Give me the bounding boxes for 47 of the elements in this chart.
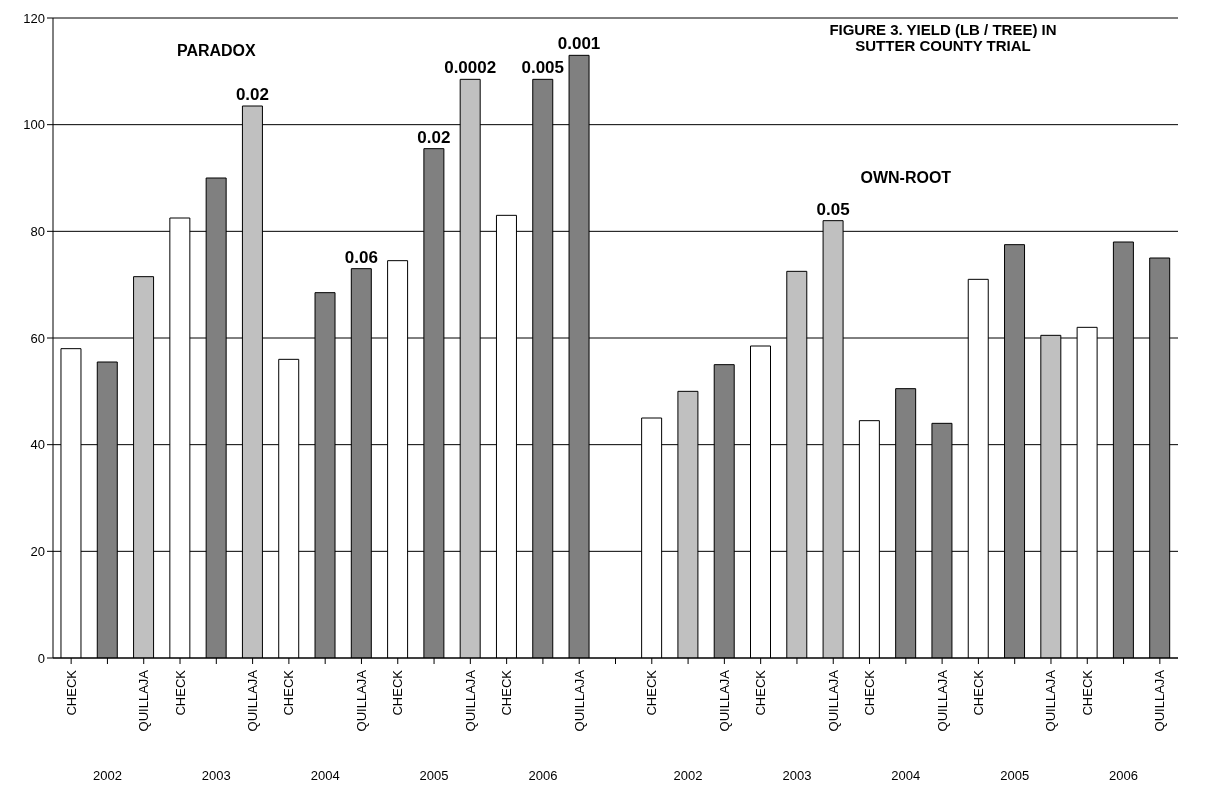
annotation: 0.02: [417, 127, 451, 147]
x-tick-label: QUILLAJA: [934, 669, 950, 732]
x-tick-label: CHECK: [172, 669, 188, 716]
annotation: 0.0002: [444, 58, 497, 78]
x-tick-label: CHECK: [499, 669, 515, 716]
y-tick-label: 120: [23, 10, 45, 26]
x-tick-label: QUILLAJA: [825, 669, 841, 732]
text: 2004: [891, 768, 921, 783]
y-tick-label: 80: [30, 223, 45, 239]
x-tick-label: CHECK: [281, 669, 297, 716]
x-tick-label: QUILLAJA: [571, 669, 587, 732]
x-tick-label: CHECK: [753, 669, 769, 716]
annotation: 0.05: [816, 199, 850, 219]
x-tick-label: CHECK: [644, 669, 660, 716]
x-tick-label: CHECK: [63, 669, 79, 716]
text: 2002: [673, 768, 703, 783]
x-tick-label: QUILLAJA: [136, 669, 152, 732]
annotation: 0.001: [557, 34, 601, 54]
text: 2002: [92, 768, 122, 783]
y-tick-label: 0: [37, 650, 45, 666]
x-tick-label: QUILLAJA: [462, 669, 478, 732]
x-tick-label: CHECK: [1079, 669, 1095, 716]
text: 2004: [310, 768, 340, 783]
y-tick-label: 60: [30, 330, 45, 346]
x-tick-label: QUILLAJA: [716, 669, 732, 732]
x-tick-label: CHECK: [862, 669, 878, 716]
x-tick-label: QUILLAJA: [245, 669, 261, 732]
annotation: 0.005: [521, 58, 565, 78]
text: 2006: [528, 768, 558, 783]
text: 2006: [1109, 768, 1139, 783]
annotation: PARADOX: [176, 42, 257, 59]
text: FIGURE 3. YIELD (LB / TREE) IN SUTTER COUNTY TRIAL: [828, 21, 1058, 54]
annotation: 0.06: [344, 247, 378, 267]
x-tick-label: CHECK: [970, 669, 986, 716]
x-tick-label: QUILLAJA: [1043, 669, 1059, 732]
text: 2005: [419, 768, 449, 783]
text: 2003: [782, 768, 812, 783]
y-tick-label: 100: [23, 117, 45, 133]
y-tick-label: 40: [30, 437, 45, 453]
annotation: OWN-ROOT: [860, 169, 952, 186]
x-tick-label: QUILLAJA: [1152, 669, 1168, 732]
x-tick-label: CHECK: [390, 669, 406, 716]
text: 2005: [1000, 768, 1030, 783]
annotation: 0.02: [235, 85, 269, 104]
y-tick-label: 20: [30, 543, 45, 559]
text: 2003: [201, 768, 231, 783]
x-tick-label: QUILLAJA: [353, 669, 369, 732]
